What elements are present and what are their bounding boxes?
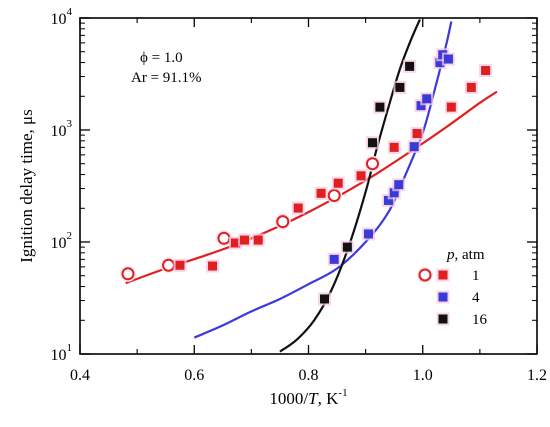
y-tick-exponent: 4 [67, 6, 73, 18]
point-1 [333, 178, 343, 188]
fit-curves [125, 19, 498, 353]
legend-title-var: p [446, 247, 455, 263]
x-axis-label: 1000/T, K-1 [269, 387, 347, 408]
point-1 [240, 235, 250, 245]
fit-curve-4 [193, 21, 453, 339]
point-1 [412, 129, 422, 139]
open-circle-1 [276, 215, 290, 229]
y-tick-base: 10 [51, 235, 67, 252]
plot-frame [79, 17, 538, 355]
point-1 [175, 260, 185, 270]
x-tick-label: 0.4 [70, 367, 90, 384]
legend-label-1: 1 [472, 268, 480, 284]
point-1 [466, 82, 476, 92]
y-tick-label: 103 [51, 118, 73, 140]
point-1 [230, 238, 240, 248]
y-tick-exponent: 2 [67, 230, 73, 242]
x-tick-label: 1.0 [413, 367, 433, 384]
point-1 [481, 65, 491, 75]
y-tick-label: 101 [51, 342, 73, 364]
point-1 [356, 171, 366, 181]
point-1 [316, 188, 326, 198]
point-16 [342, 242, 352, 252]
legend-marker-1 [438, 270, 448, 280]
y-tick-exponent: 3 [67, 118, 73, 130]
legend-title-unit: , atm [455, 247, 485, 263]
point-4 [435, 58, 445, 68]
legend-open-circle [418, 268, 432, 282]
legend: p, atm 1 4 16 [417, 247, 488, 328]
y-axis-label: Ignition delay time, μs [17, 109, 36, 263]
x-tick-label: 0.6 [184, 367, 204, 384]
annotation-phi: ϕ = 1.0 [140, 50, 183, 66]
point-1 [389, 142, 399, 152]
open-circle-1 [365, 157, 379, 171]
y-tick-base: 10 [51, 123, 67, 140]
open-circle-1 [217, 231, 231, 245]
legend-marker-16 [438, 314, 448, 324]
point-4 [363, 229, 373, 239]
y-tick-base: 10 [51, 347, 67, 364]
x-tick-label: 1.2 [527, 367, 547, 384]
legend-title: p, atm [446, 247, 485, 263]
open-circle-1 [327, 189, 341, 203]
fit-curve-16 [279, 19, 421, 353]
legend-items: 1 4 16 [417, 267, 488, 328]
point-4 [409, 142, 419, 152]
legend-label-16: 16 [472, 312, 488, 328]
y-tick-exponent: 1 [67, 342, 73, 354]
point-4 [416, 101, 426, 111]
y-tick-label: 104 [51, 6, 73, 28]
point-1 [293, 203, 303, 213]
point-4 [329, 254, 339, 264]
point-16 [395, 82, 405, 92]
point-4 [422, 94, 432, 104]
point-1 [253, 235, 263, 245]
point-4 [389, 188, 399, 198]
fit-curve-1 [125, 90, 498, 285]
point-4 [383, 195, 393, 205]
legend-marker-4 [438, 292, 448, 302]
point-1 [446, 102, 456, 112]
point-16 [367, 138, 377, 148]
point-16 [375, 102, 385, 112]
point-4 [394, 180, 404, 190]
point-16 [405, 61, 415, 71]
open-circle-1 [121, 267, 135, 281]
open-circle-1 [162, 258, 176, 272]
axis-ticks [79, 17, 538, 355]
annotation-ar: Ar = 91.1% [131, 70, 202, 86]
y-tick-label: 102 [51, 230, 73, 252]
point-4 [443, 54, 453, 64]
y-tick-base: 10 [51, 11, 67, 28]
point-1 [208, 261, 218, 271]
legend-label-4: 4 [472, 290, 480, 306]
x-tick-label: 0.8 [299, 367, 319, 384]
point-16 [319, 294, 329, 304]
data-points [119, 48, 493, 306]
